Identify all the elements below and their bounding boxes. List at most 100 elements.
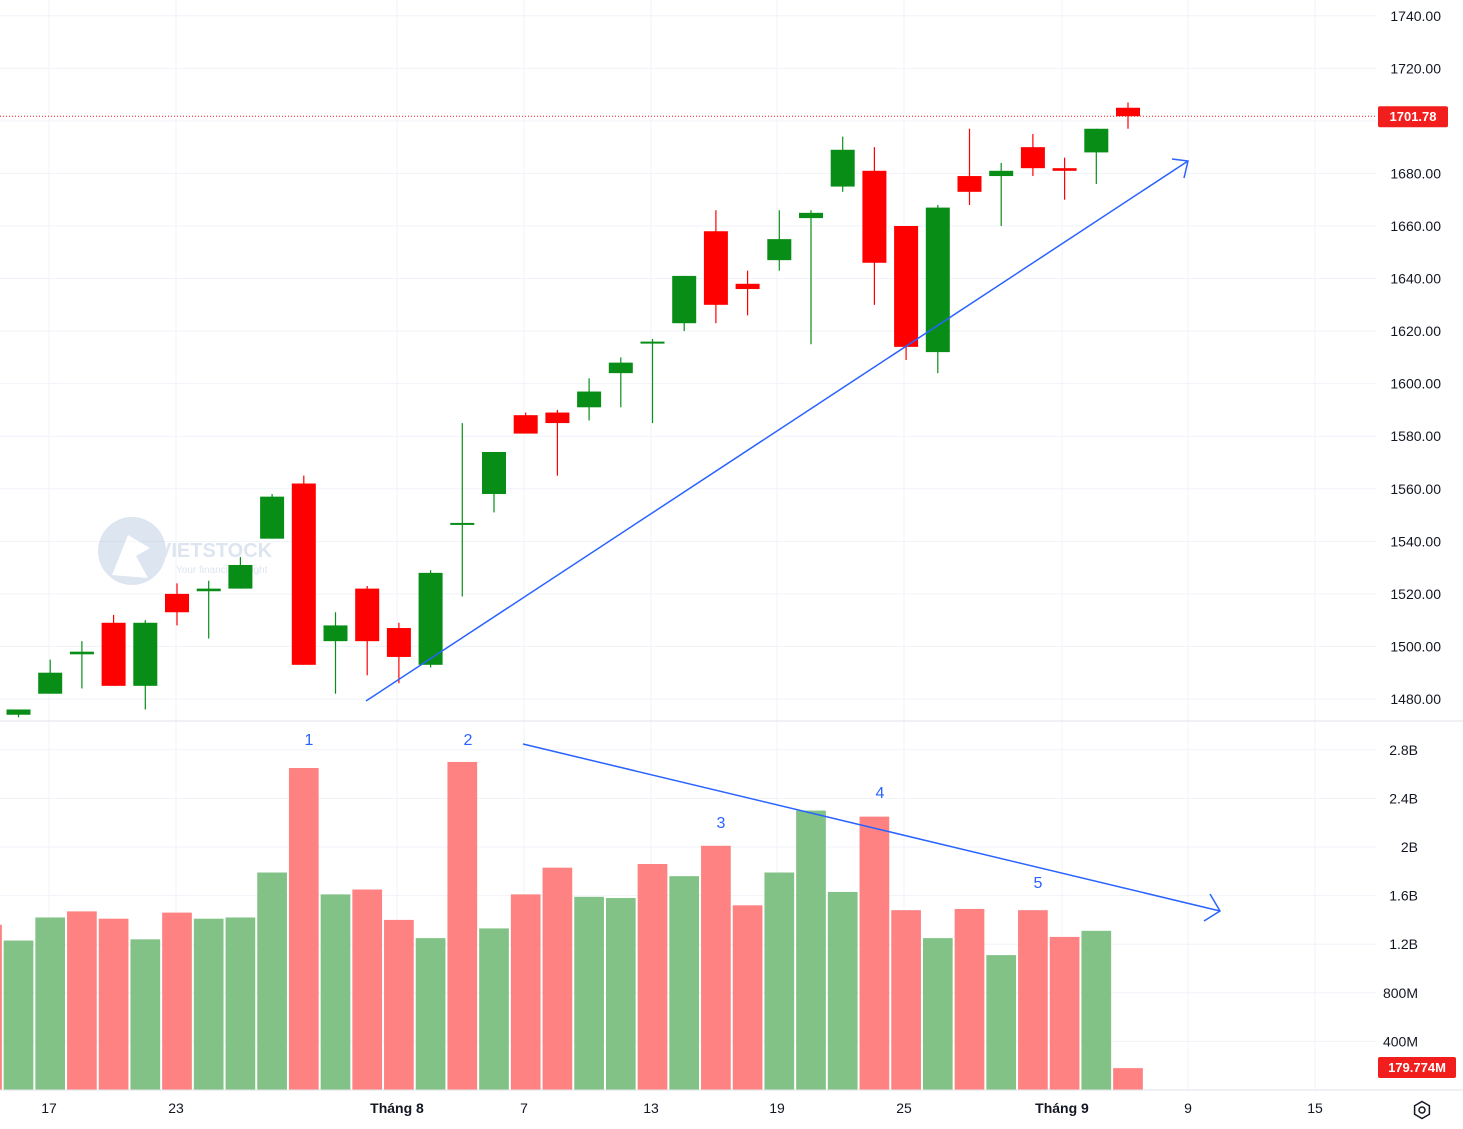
price-tick-label: 1660.00	[1390, 218, 1441, 234]
volume-bar	[1081, 930, 1112, 1090]
time-axis[interactable]: 17 23 Tháng 8 7 13 19 25 Tháng 9 9 15	[41, 1100, 1323, 1116]
price-tick-label: 1580.00	[1390, 428, 1441, 444]
annotation-3[interactable]: 3	[717, 815, 726, 832]
volume-bar	[193, 918, 224, 1090]
candle-body	[291, 483, 316, 665]
volume-bar	[1049, 936, 1080, 1090]
volume-bars	[0, 761, 1143, 1090]
volume-bar	[637, 864, 668, 1090]
candle	[133, 620, 158, 710]
candle-body	[1116, 107, 1140, 117]
candle	[6, 709, 31, 718]
volume-bar	[605, 898, 636, 1090]
candle-body	[38, 672, 63, 694]
volume-bar	[859, 816, 890, 1090]
candle-body	[989, 170, 1014, 177]
candle	[703, 210, 728, 324]
candle-body	[260, 496, 285, 539]
candle-body	[323, 625, 348, 642]
volume-bar	[954, 908, 985, 1090]
watermark-tagline: Your financial insight	[176, 565, 268, 576]
last-volume-badge: 179.774M	[1378, 1057, 1456, 1078]
candle	[1084, 128, 1109, 184]
volume-bar	[415, 938, 446, 1090]
candle-body	[862, 170, 887, 263]
candle	[355, 585, 380, 676]
candle	[830, 136, 855, 192]
candle	[925, 204, 950, 374]
candle	[323, 612, 348, 694]
candle-body	[830, 149, 855, 187]
candle-body	[799, 212, 823, 219]
time-tick-label: 9	[1184, 1100, 1192, 1116]
volume-bar	[542, 867, 573, 1090]
price-trend-arrow[interactable]	[365, 158, 1189, 702]
time-tick-label: 13	[643, 1100, 659, 1116]
volume-tick-label: 2.8B	[1389, 742, 1418, 758]
annotation-2[interactable]: 2	[464, 732, 473, 749]
time-tick-label: 25	[896, 1100, 912, 1116]
time-tick-label: 17	[41, 1100, 57, 1116]
volume-axis[interactable]: 2.8B 2.4B 2B 1.6B 1.2B 800M 400M	[1383, 742, 1418, 1050]
candlesticks	[6, 102, 1140, 718]
candle	[1052, 157, 1077, 200]
annotation-1[interactable]: 1	[305, 732, 314, 749]
candle-body	[418, 572, 443, 665]
candle-body	[101, 622, 126, 686]
candle	[38, 659, 63, 694]
volume-bar	[1113, 1068, 1143, 1090]
annotation-4[interactable]: 4	[876, 785, 885, 802]
settings-gear-icon[interactable]	[1410, 1098, 1434, 1122]
volume-bar	[320, 894, 351, 1090]
candle	[101, 614, 126, 686]
watermark-logo: VIETSTOCK Your financial insight	[98, 517, 273, 585]
time-tick-label: 19	[769, 1100, 785, 1116]
candle-body	[894, 225, 919, 347]
time-tick-label: 7	[520, 1100, 528, 1116]
price-tick-label: 1520.00	[1390, 586, 1441, 602]
volume-bar	[669, 876, 700, 1090]
candle-body	[1020, 147, 1045, 169]
candle	[450, 423, 475, 597]
candle	[735, 270, 760, 316]
candle-body	[450, 522, 475, 525]
candle	[608, 357, 633, 408]
candle-body	[608, 362, 633, 374]
volume-bar	[447, 761, 478, 1090]
candle	[799, 210, 823, 345]
volume-bar	[701, 845, 731, 1090]
candle-body	[735, 283, 760, 290]
candle	[767, 210, 792, 271]
candle-body	[482, 451, 506, 495]
price-tick-label: 1600.00	[1390, 376, 1441, 392]
candle	[577, 378, 602, 421]
annotation-5[interactable]: 5	[1034, 875, 1043, 892]
candle	[957, 128, 982, 205]
candle-body	[545, 412, 570, 424]
candle	[989, 162, 1014, 226]
volume-tick-label: 1.6B	[1389, 888, 1418, 904]
price-tick-label: 1560.00	[1390, 481, 1441, 497]
volume-bar	[922, 938, 953, 1090]
volume-tick-label: 800M	[1383, 985, 1418, 1001]
candle	[196, 580, 221, 639]
volume-bar	[3, 940, 34, 1090]
volume-bar	[479, 928, 509, 1090]
volume-bar	[1018, 910, 1048, 1090]
candle-body	[196, 588, 221, 592]
volume-tick-label: 400M	[1383, 1033, 1418, 1049]
price-tick-label: 1620.00	[1390, 323, 1441, 339]
candle	[545, 409, 570, 476]
price-axis[interactable]: 1740.001720.001700.001680.001660.001640.…	[1390, 8, 1441, 707]
candle	[291, 475, 316, 665]
candle	[165, 583, 189, 626]
volume-bar	[574, 896, 604, 1090]
volume-bar	[162, 912, 192, 1090]
candle-body	[1084, 128, 1109, 153]
volume-bar	[130, 939, 161, 1090]
price-tick-label: 1480.00	[1390, 691, 1441, 707]
volume-bar	[796, 810, 826, 1090]
last-price-badge: 1701.78	[1378, 106, 1448, 128]
volume-trend-arrow[interactable]	[522, 743, 1222, 922]
